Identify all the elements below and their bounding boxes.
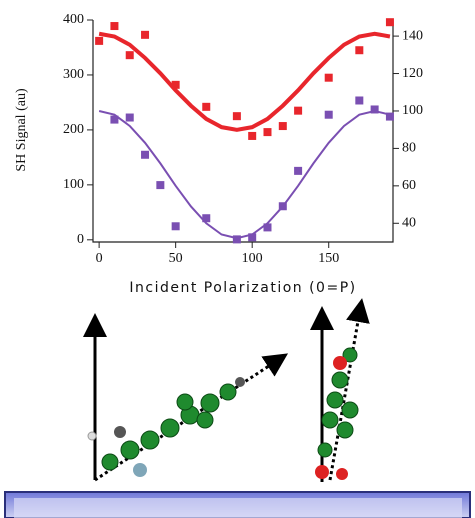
data-point xyxy=(202,214,211,223)
data-point xyxy=(110,22,119,31)
y2-tick-label: 40 xyxy=(402,216,416,231)
data-point xyxy=(110,115,119,124)
data-point xyxy=(141,30,150,39)
data-point xyxy=(355,96,364,105)
illustration xyxy=(4,298,471,518)
data-point xyxy=(324,110,333,119)
data-point xyxy=(95,36,104,45)
y-tick-label: 200 xyxy=(63,122,84,137)
data-point xyxy=(232,112,241,121)
data-point xyxy=(202,102,211,111)
y-tick-label: 100 xyxy=(63,177,84,192)
y2-tick-label: 80 xyxy=(402,141,416,156)
data-point xyxy=(125,51,134,60)
y2-tick-label: 140 xyxy=(402,28,423,43)
data-point xyxy=(156,181,165,190)
plot-frame xyxy=(92,20,394,243)
y-axis-label: SH Signal (au) xyxy=(14,88,29,172)
data-point xyxy=(263,128,272,137)
y-tick-label: 300 xyxy=(63,67,84,82)
y-tick-label: 400 xyxy=(63,12,84,27)
data-point xyxy=(355,46,364,55)
data-point xyxy=(294,106,303,115)
data-point xyxy=(141,150,150,159)
y2-tick-label: 120 xyxy=(402,66,423,81)
data-point xyxy=(324,73,333,82)
x-tick-label: 50 xyxy=(169,251,183,266)
y2-tick-label: 100 xyxy=(402,103,423,118)
data-point xyxy=(385,18,394,27)
x-tick-label: 100 xyxy=(242,251,263,266)
data-point xyxy=(171,80,180,89)
x-tick-label: 150 xyxy=(318,251,339,266)
fit-curve xyxy=(98,109,391,240)
fit-curve xyxy=(98,31,391,132)
x-tick-label: 0 xyxy=(96,251,103,266)
data-point xyxy=(248,233,257,242)
data-point xyxy=(263,223,272,232)
y-tick-label: 0 xyxy=(77,232,84,247)
data-point xyxy=(232,235,241,244)
x-axis-label: Incident Polarization (0=P) xyxy=(129,280,356,296)
data-point xyxy=(385,112,394,121)
data-point xyxy=(248,131,257,140)
data-point xyxy=(294,166,303,175)
data-point xyxy=(125,113,134,122)
data-point xyxy=(278,122,287,131)
data-point xyxy=(370,105,379,114)
data-point xyxy=(171,222,180,231)
y2-tick-label: 60 xyxy=(402,178,416,193)
